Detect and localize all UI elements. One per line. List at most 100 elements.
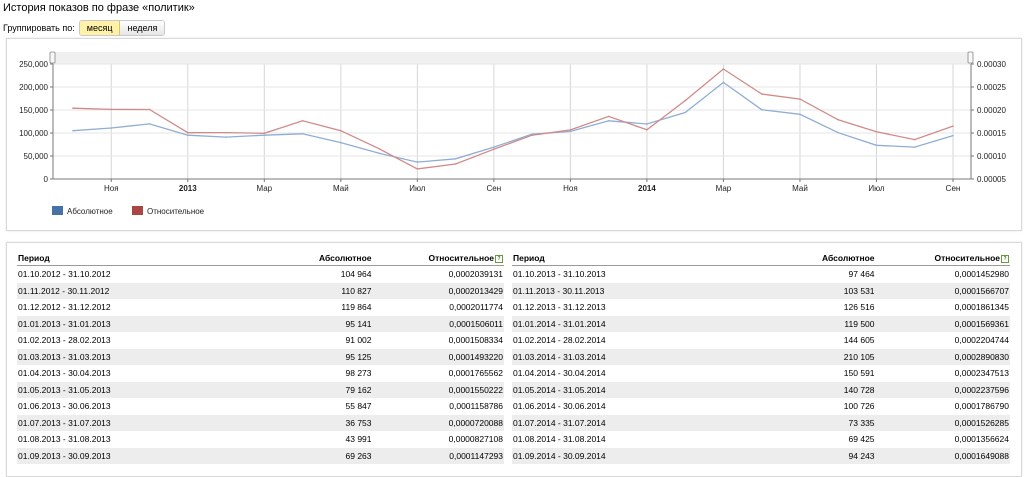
y-left-tick-label: 0 [44,175,49,184]
legend-swatch [132,206,143,215]
cell-period: 01.08.2013 - 31.08.2013 [18,434,111,445]
cell-relative: 0,0001861345 [954,302,1009,313]
group-by-toggle: месяц неделя [78,20,166,36]
cell-relative: 0,0001452980 [954,269,1009,280]
legend-swatch [52,206,63,215]
y-right-tick-label: 0.00020 [977,106,1006,115]
cell-relative: 0,0001158786 [449,401,503,412]
table-row: 01.08.2014 - 31.08.2014 69 425 0,000135662… [512,431,1010,448]
cell-relative: 0,0002890830 [875,348,1010,365]
data-point [148,108,151,111]
legend-label: Абсолютное [67,207,113,216]
x-tick-label: Май [792,184,808,193]
data-point [722,81,725,84]
x-tick-label: Июл [409,184,426,193]
data-point [799,98,801,100]
header-relative: Относительное? [875,251,1010,266]
data-point [301,119,304,122]
cell-period: 01.10.2013 - 31.10.2013 [513,269,606,280]
table-row: 01.01.2013 - 31.01.2013 95 141 0,000150601… [17,315,504,332]
group-month-button[interactable]: месяц [79,21,121,35]
cell-absolute: 95 141 [299,315,373,332]
data-point [607,120,610,122]
data-point [569,129,572,131]
x-tick-label: Ноя [104,184,119,193]
data-point [531,134,533,136]
cell-relative: 0,0001508334 [448,335,503,346]
cell-absolute: 73 335 [800,414,876,431]
data-point [952,125,954,127]
data-point [875,130,878,133]
help-icon[interactable]: ? [1001,254,1009,263]
table-row: 01.12.2013 - 31.12.2013 126 516 0,00018613… [512,299,1010,316]
cell-absolute: 95 125 [299,348,373,365]
table-row: 01.11.2013 - 30.11.2013 103 531 0,00015667… [512,282,1010,299]
data-point [493,146,495,148]
y-right-tick-label: 0.00015 [977,129,1006,138]
data-point [225,136,227,138]
group-week-button[interactable]: неделя [120,21,165,35]
data-point [760,108,763,111]
help-icon[interactable]: ? [495,254,503,263]
x-tick-label: Ноя [563,184,578,193]
cell-absolute: 94 243 [800,447,876,464]
cell-relative: 0,0002237596 [875,381,1010,398]
group-by-label: Группировать по: [3,23,75,33]
cell-relative: 0,0000720088 [372,414,504,431]
header-period: Период [512,251,801,266]
chart-panel: 250,000 200,000 150,000 100,000 50,000 0 0.000… [6,38,1022,231]
series-line-relative [72,68,954,170]
data-point [301,132,304,135]
cell-relative: 0,0001786790 [954,401,1009,412]
data-point [263,132,266,135]
cell-absolute: 36 753 [299,414,373,431]
cell-period: 01.12.2012 - 31.12.2012 [18,302,111,313]
data-point [263,134,266,137]
header-relative-label: Относительное [428,253,494,263]
table-row: 01.09.2013 - 30.09.2013 69 263 0,000114729… [17,447,504,464]
cell-period: 01.09.2014 - 30.09.2014 [512,447,801,464]
range-handle-left [49,51,56,64]
cell-period: 01.09.2013 - 30.09.2013 [17,447,300,464]
data-point [684,99,686,102]
cell-period: 01.11.2012 - 30.11.2012 [17,282,300,299]
data-point [454,163,457,165]
header-relative: Относительное? [372,251,504,266]
table-row: 01.01.2014 - 31.01.2014 119 500 0,00015693… [512,315,1010,332]
y-right-tick-label: 0.00005 [977,175,1006,184]
table-row: 01.12.2012 - 31.12.2012 119 864 0,00020117… [17,299,504,316]
data-point [799,113,801,116]
data-point [72,129,74,132]
table-header-row: Период Абсолютное Относительное? [512,251,1010,266]
y-left-tick-label: 200,000 [19,83,48,92]
cell-period: 01.02.2014 - 28.02.2014 [513,335,606,346]
table-row: 01.06.2013 - 30.06.2013 55 847 0,000115878… [17,398,504,415]
cell-relative: 0,0002039131 [448,269,503,280]
cell-period: 01.08.2014 - 31.08.2014 [513,434,606,445]
cell-relative: 0,0001649088 [875,447,1010,464]
cell-absolute: 210 105 [800,348,876,365]
data-point [416,161,419,163]
y-right-tick-label: 0.00010 [977,152,1006,161]
group-by-control: Группировать по: месяц неделя [3,20,166,36]
cell-relative: 0,0002011774 [449,302,503,313]
table-row: 01.04.2013 - 30.04.2013 98 273 0,000176556… [17,365,504,382]
y-right-tick-label: 0.00025 [977,83,1006,92]
legend-label: Относительное [147,207,205,216]
cell-period: 01.06.2014 - 30.06.2014 [513,401,606,412]
cell-relative: 0,0001569361 [875,315,1010,332]
cell-absolute: 103 531 [800,282,876,299]
cell-period: 01.04.2014 - 30.04.2014 [513,368,606,379]
cell-absolute: 100 726 [843,401,875,412]
data-point [454,157,457,160]
cell-absolute: 144 605 [843,335,875,346]
cell-relative: 0,0002347513 [954,368,1009,379]
data-point [913,146,916,148]
data-point [837,119,840,121]
series-line-absolute [72,81,954,163]
cell-relative: 0,0001526285 [875,414,1010,431]
x-tick-label: 2014 [638,184,656,193]
table-row: 01.10.2013 - 31.10.2013 97 464 0,000145298… [512,266,1010,283]
data-point [340,141,342,144]
x-tick-label: Июл [868,184,885,193]
